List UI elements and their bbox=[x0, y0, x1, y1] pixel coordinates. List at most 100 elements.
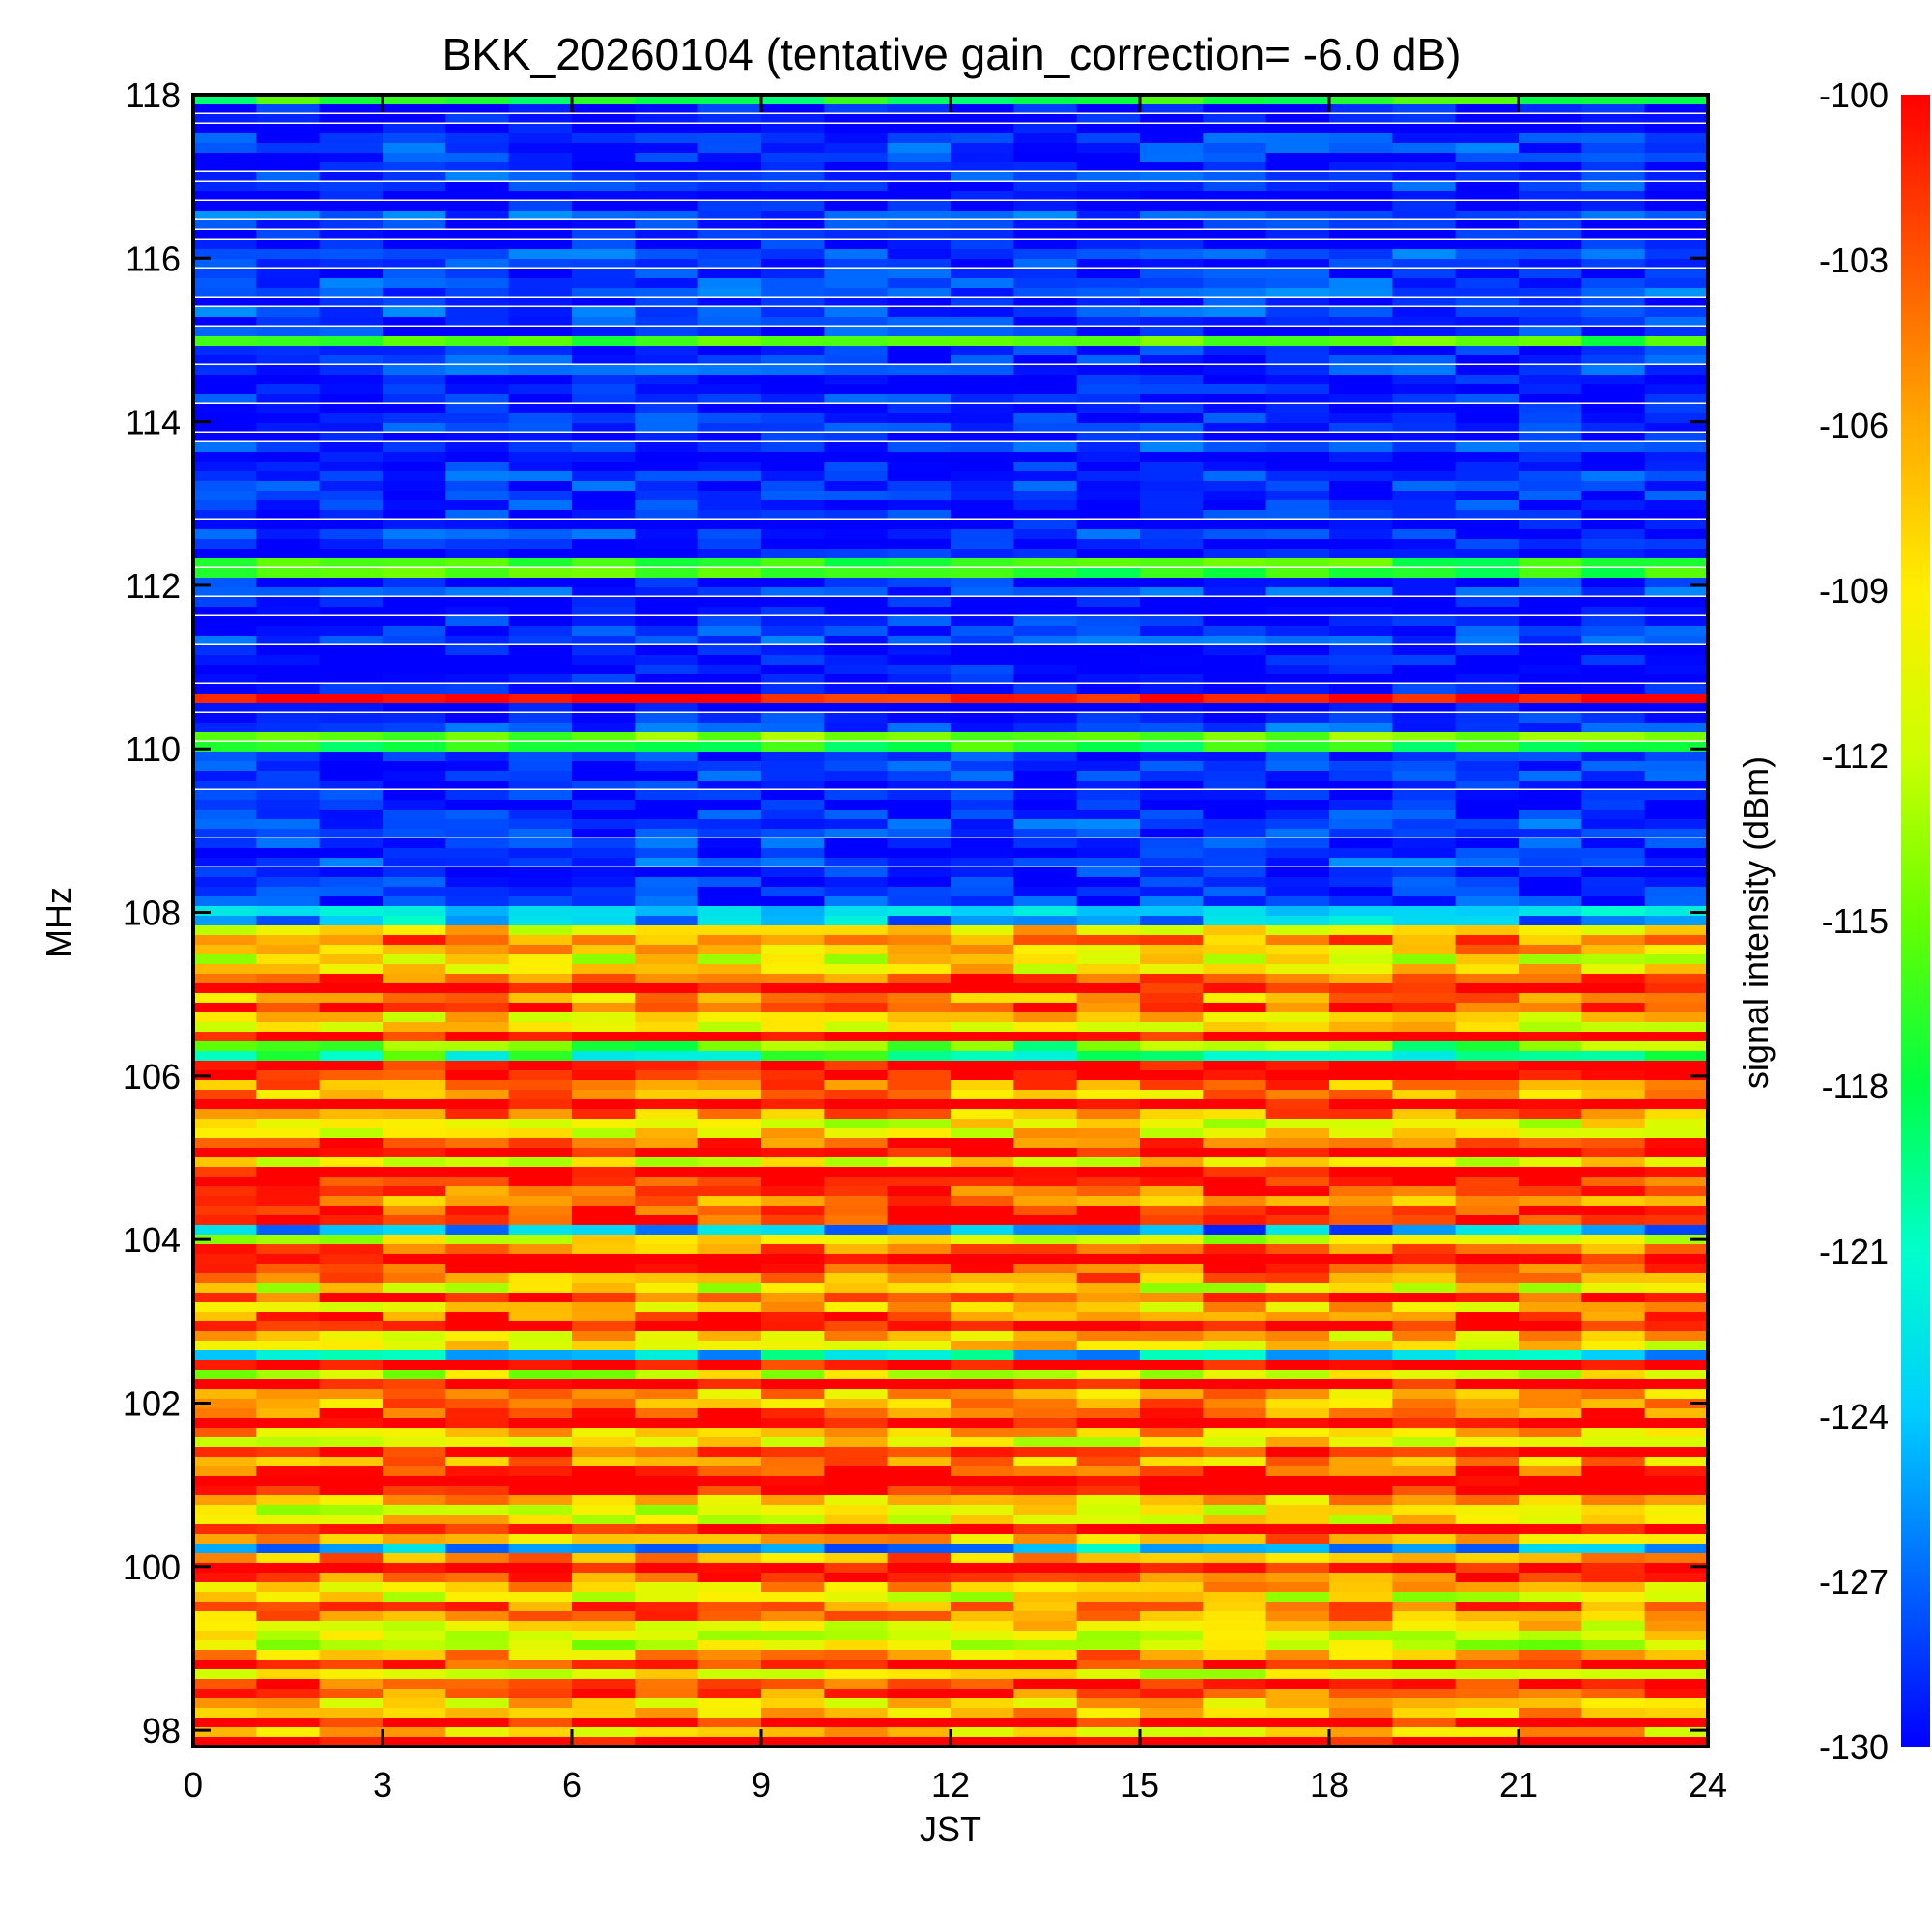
heatmap-cell bbox=[1076, 645, 1141, 656]
heatmap-cell bbox=[1455, 539, 1520, 550]
heatmap-cell bbox=[887, 1437, 952, 1448]
x-tick-label: 21 bbox=[1499, 1765, 1538, 1804]
heatmap-cell bbox=[1203, 935, 1267, 946]
heatmap-cell bbox=[1076, 1679, 1141, 1690]
heatmap-cell bbox=[445, 307, 510, 318]
heatmap-cell bbox=[1392, 1080, 1457, 1091]
heatmap-cell bbox=[887, 182, 952, 192]
heatmap-cell bbox=[824, 172, 889, 183]
heatmap-cell bbox=[1329, 133, 1393, 144]
heatmap-cell bbox=[508, 645, 573, 656]
heatmap-cell bbox=[1644, 819, 1709, 830]
heatmap-cell bbox=[1076, 317, 1141, 327]
heatmap-cell bbox=[1455, 607, 1520, 617]
colorbar-tick-label: -103 bbox=[1819, 241, 1889, 280]
heatmap-cell bbox=[635, 858, 699, 868]
heatmap-cell bbox=[1076, 810, 1141, 820]
heatmap-cell bbox=[1644, 462, 1709, 472]
heatmap-cell bbox=[1265, 491, 1330, 501]
heatmap-cell bbox=[1644, 1225, 1709, 1236]
heatmap-cell bbox=[1140, 375, 1204, 385]
heatmap-row bbox=[193, 355, 1709, 366]
heatmap-cell bbox=[572, 1399, 636, 1409]
heatmap-cell bbox=[887, 829, 952, 839]
heatmap-cell bbox=[383, 1225, 446, 1236]
heatmap-cell bbox=[1203, 384, 1267, 395]
heatmap-cell bbox=[319, 240, 384, 250]
heatmap-cell bbox=[319, 1611, 384, 1622]
heatmap-cell bbox=[1203, 1331, 1267, 1342]
heatmap-cell bbox=[572, 1544, 636, 1554]
heatmap-cell bbox=[697, 1437, 762, 1448]
heatmap-cell bbox=[1392, 278, 1457, 289]
heatmap-cell bbox=[193, 298, 257, 308]
heatmap-cell bbox=[887, 1515, 952, 1525]
heatmap-cell bbox=[1076, 1032, 1141, 1042]
heatmap-row bbox=[193, 1573, 1709, 1583]
heatmap-cell bbox=[572, 1727, 636, 1738]
heatmap-cell bbox=[1455, 1718, 1520, 1728]
heatmap-cell bbox=[951, 1408, 1014, 1419]
heatmap-cell bbox=[824, 1003, 889, 1013]
heatmap-cell bbox=[508, 752, 573, 762]
heatmap-cell bbox=[508, 1022, 573, 1033]
heatmap-cell bbox=[1013, 1264, 1078, 1274]
heatmap-cell bbox=[508, 1457, 573, 1467]
heatmap-cell bbox=[1644, 896, 1709, 907]
heatmap-cell bbox=[256, 191, 321, 202]
heatmap-row bbox=[193, 1708, 1709, 1719]
y-tick-label: 114 bbox=[126, 403, 181, 442]
heatmap-cell bbox=[1392, 133, 1457, 144]
heatmap-cell bbox=[572, 491, 636, 501]
heatmap-cell bbox=[635, 317, 699, 327]
heatmap-cell bbox=[1013, 1331, 1078, 1342]
heatmap-cell bbox=[256, 1051, 321, 1062]
heatmap-cell bbox=[1455, 269, 1520, 279]
heatmap-row bbox=[193, 471, 1709, 482]
heatmap-cell bbox=[1581, 1206, 1646, 1216]
heatmap-cell bbox=[1519, 539, 1582, 550]
heatmap-cell bbox=[193, 375, 257, 385]
heatmap-cell bbox=[1203, 462, 1267, 472]
heatmap-row bbox=[193, 1022, 1709, 1033]
heatmap-cell bbox=[445, 1302, 510, 1313]
heatmap-cell bbox=[635, 732, 699, 743]
heatmap-cell bbox=[1140, 1447, 1204, 1458]
heatmap-cell bbox=[445, 481, 510, 492]
heatmap-cell bbox=[1203, 1399, 1267, 1409]
heatmap-cell bbox=[1644, 1602, 1709, 1612]
heatmap-cell bbox=[1455, 1070, 1520, 1081]
heatmap-cell bbox=[697, 500, 762, 511]
heatmap-cell bbox=[1581, 1254, 1646, 1264]
heatmap-cell bbox=[319, 1660, 384, 1670]
heatmap-cell bbox=[193, 645, 257, 656]
heatmap-cell bbox=[1140, 1283, 1204, 1293]
heatmap-cell bbox=[193, 1515, 257, 1525]
heatmap-cell bbox=[1644, 259, 1709, 270]
heatmap-cell bbox=[1329, 1215, 1393, 1226]
heatmap-cell bbox=[1329, 1177, 1393, 1187]
heatmap-cell bbox=[887, 1718, 952, 1728]
heatmap-cell bbox=[697, 452, 762, 463]
heatmap-row bbox=[193, 819, 1709, 830]
heatmap-cell bbox=[572, 655, 636, 666]
heatmap-cell bbox=[635, 1157, 699, 1168]
heatmap-cell bbox=[887, 191, 952, 202]
heatmap-cell bbox=[1644, 674, 1709, 685]
heatmap-cell bbox=[824, 104, 889, 115]
heatmap-cell bbox=[1392, 1640, 1457, 1651]
heatmap-cell bbox=[1644, 220, 1709, 231]
heatmap-cell bbox=[1203, 114, 1267, 125]
heatmap-cell bbox=[1013, 1293, 1078, 1303]
heatmap-cell bbox=[824, 1138, 889, 1149]
heatmap-cell bbox=[887, 906, 952, 917]
heatmap-cell bbox=[1013, 993, 1078, 1004]
heatmap-row bbox=[193, 703, 1709, 714]
heatmap-cell bbox=[951, 1505, 1014, 1516]
heatmap-cell bbox=[193, 201, 257, 212]
heatmap-cell bbox=[1455, 1312, 1520, 1322]
heatmap-cell bbox=[1265, 423, 1330, 434]
heatmap-cell bbox=[383, 230, 446, 241]
heatmap-cell bbox=[1455, 500, 1520, 511]
heatmap-cell bbox=[1140, 732, 1204, 743]
